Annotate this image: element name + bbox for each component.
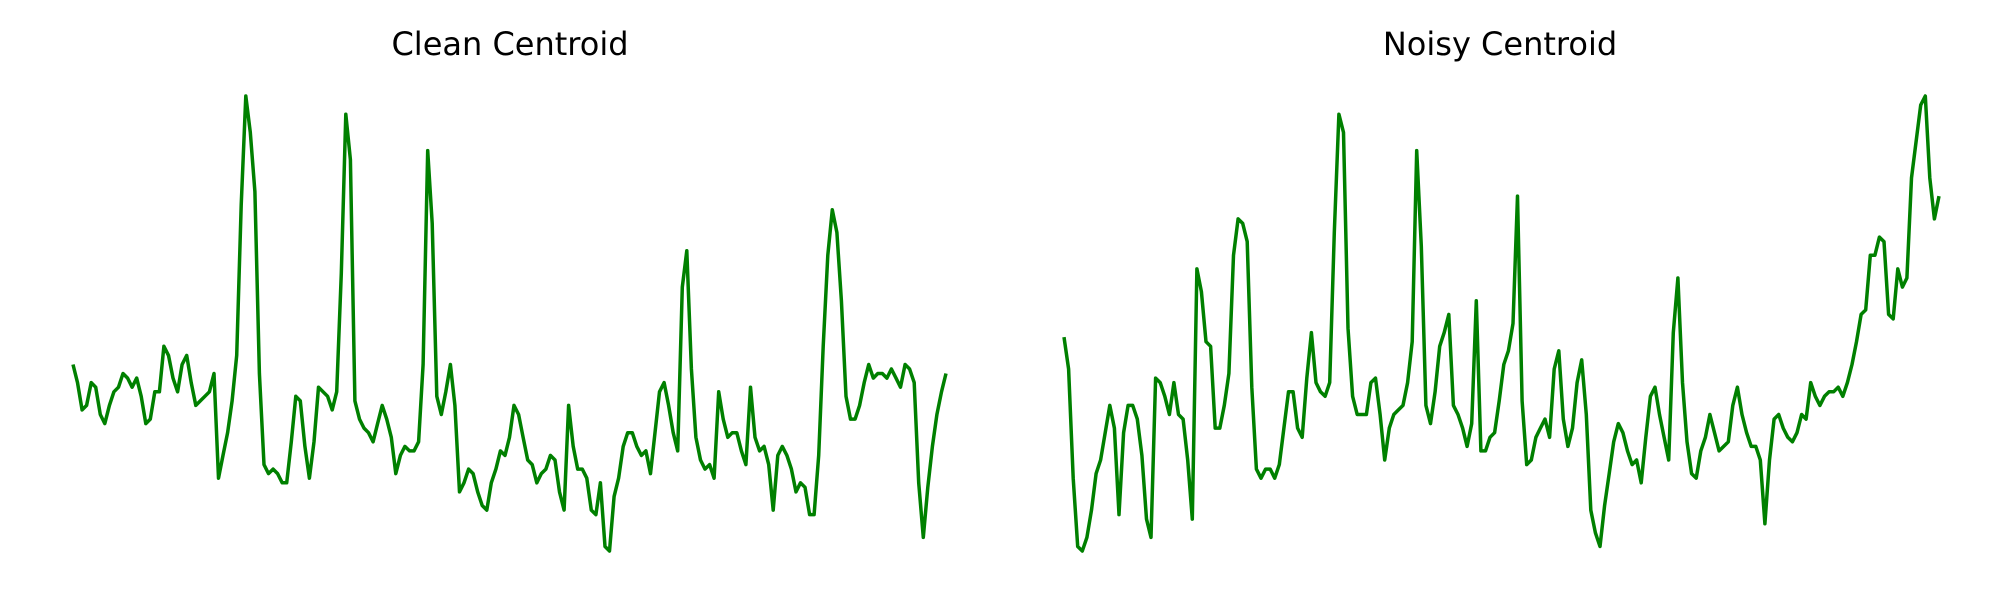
- line: [1062, 94, 1941, 553]
- chart-title: Noisy Centroid: [1383, 25, 1617, 63]
- line: [71, 94, 948, 553]
- chart-title: Clean Centroid: [391, 25, 628, 63]
